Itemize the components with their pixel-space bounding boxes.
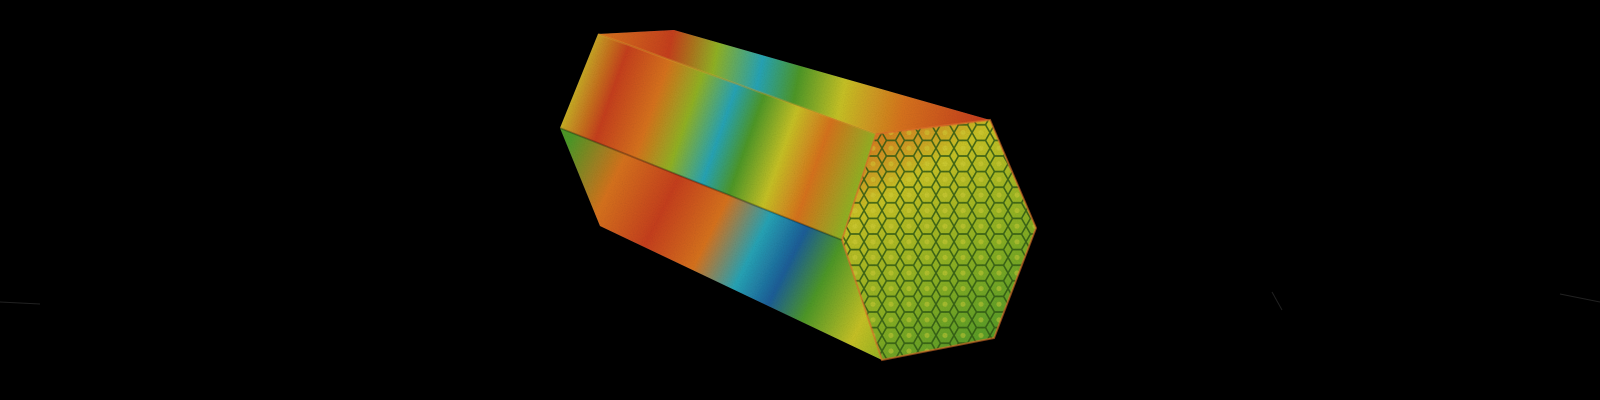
prism-top-face bbox=[598, 30, 990, 134]
prism-edges bbox=[559, 33, 1038, 362]
floor-reflections bbox=[0, 291, 1600, 311]
prism-upper-side-face bbox=[560, 34, 876, 240]
hexagonal-prism bbox=[560, 30, 1036, 360]
honeycomb-cells bbox=[842, 120, 1036, 360]
prism-lower-side-face bbox=[560, 128, 882, 360]
